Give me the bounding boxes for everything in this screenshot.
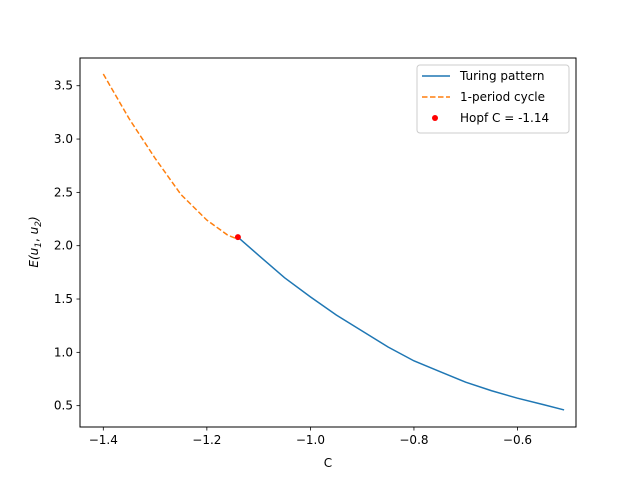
x-tick-label: −1.4 — [89, 433, 118, 447]
legend-swatch-hopf — [432, 115, 438, 121]
y-label-u2: u — [27, 226, 41, 234]
series-line-turing-pattern — [237, 236, 565, 411]
y-label-sub2: 2 — [34, 221, 44, 227]
y-label-sep: , — [27, 234, 41, 242]
x-axis: −1.4 −1.2 −1.0 −0.8 −0.6 — [89, 427, 532, 447]
y-tick-label: 3.5 — [54, 79, 73, 93]
x-tick-label: −0.8 — [399, 433, 428, 447]
y-label-prefix: E( — [27, 254, 41, 268]
x-tick-label: −0.6 — [503, 433, 532, 447]
plot-area — [102, 73, 565, 411]
hopf-point — [234, 234, 241, 241]
legend-label-hopf: Hopf C = -1.14 — [460, 111, 549, 125]
axes-frame — [79, 57, 577, 428]
legend: Turing pattern 1-period cycle Hopf C = -… — [416, 64, 570, 134]
y-label-u1: u — [27, 247, 41, 255]
legend-box — [416, 64, 570, 134]
y-tick-label: 1.5 — [54, 292, 73, 306]
x-axis-label: C — [324, 456, 332, 470]
y-tick-label: 2.0 — [54, 239, 73, 253]
legend-label-cycle: 1-period cycle — [460, 90, 545, 104]
y-label-close: ) — [27, 216, 41, 222]
y-tick-label: 1.0 — [54, 345, 73, 359]
y-tick-label: 3.0 — [54, 132, 73, 146]
y-axis-label: E(u1, u2) — [27, 216, 44, 267]
y-tick-label: 2.5 — [54, 185, 73, 199]
y-axis: 0.5 1.0 1.5 2.0 2.5 3.0 3.5 — [54, 79, 80, 413]
x-tick-label: −1.2 — [192, 433, 221, 447]
series-line-period-cycle — [102, 73, 239, 240]
y-tick-label: 0.5 — [54, 399, 73, 413]
x-tick-label: −1.0 — [296, 433, 325, 447]
y-label-sub1: 1 — [34, 242, 44, 248]
legend-label-turing: Turing pattern — [459, 69, 545, 83]
